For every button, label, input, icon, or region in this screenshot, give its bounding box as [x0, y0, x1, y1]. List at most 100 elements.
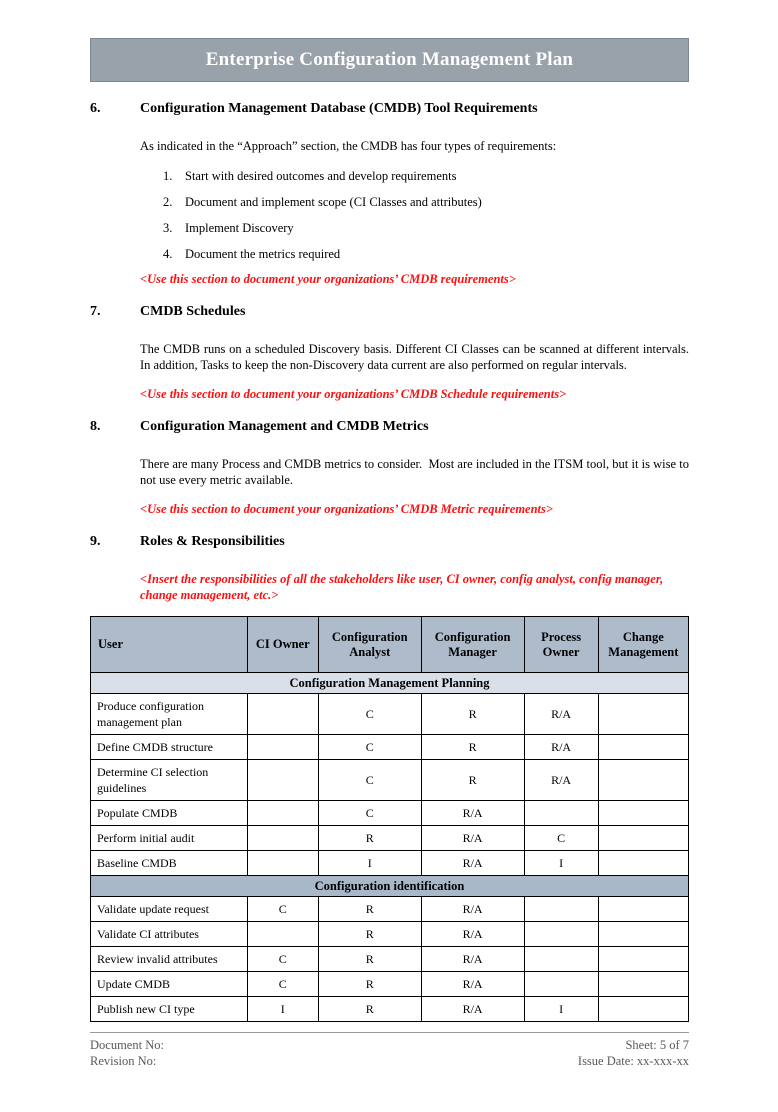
- raci-value-cell: [523, 971, 599, 997]
- table-row: Publish new CI type I R R/A I: [90, 996, 690, 1022]
- section-7-paragraph: The CMDB runs on a scheduled Discovery b…: [140, 342, 689, 372]
- section-6: 6. Configuration Management Database (CM…: [90, 101, 689, 287]
- section-7-body: The CMDB runs on a scheduled Discovery b…: [90, 341, 689, 402]
- section-8: 8. Configuration Management and CMDB Met…: [90, 419, 689, 517]
- section-8-body: There are many Process and CMDB metrics …: [90, 456, 689, 517]
- table-band-row: Configuration Management Planning: [90, 672, 689, 694]
- raci-value-cell: C: [523, 825, 599, 851]
- column-header-change-management: Change Management: [597, 616, 690, 673]
- raci-value-cell: [246, 850, 319, 876]
- raci-value-cell: R: [317, 971, 422, 997]
- section-8-paragraph: There are many Process and CMDB metrics …: [140, 457, 689, 487]
- raci-value-cell: [246, 734, 319, 760]
- table-row: Validate update request C R R/A: [90, 896, 690, 922]
- table-band-label: Configuration Management Planning: [90, 672, 689, 694]
- raci-value-cell: R/A: [420, 850, 525, 876]
- raci-value-cell: [246, 921, 319, 947]
- raci-value-cell: C: [317, 759, 422, 801]
- list-item-text: Document and implement scope (CI Classes…: [185, 195, 482, 209]
- raci-value-cell: [597, 800, 690, 826]
- revision-no-label: Revision No:: [90, 1054, 157, 1068]
- raci-value-cell: R: [317, 921, 422, 947]
- section-6-intro: As indicated in the “Approach” section, …: [140, 139, 557, 153]
- raci-value-cell: [523, 896, 599, 922]
- list-item-text: Document the metrics required: [185, 247, 341, 261]
- task-cell: Populate CMDB: [90, 800, 248, 826]
- raci-value-cell: R/A: [420, 996, 525, 1022]
- table-row: Define CMDB structure C R R/A: [90, 734, 690, 760]
- section-title: Roles & Responsibilities: [140, 534, 285, 549]
- section-number: 7.: [90, 304, 101, 319]
- raci-value-cell: R: [420, 759, 525, 801]
- document-title: Enterprise Configuration Management Plan: [205, 49, 574, 70]
- raci-value-cell: [523, 946, 599, 972]
- raci-value-cell: [597, 825, 690, 851]
- raci-value-cell: [246, 825, 319, 851]
- column-header-ci-owner: CI Owner: [246, 616, 319, 673]
- raci-value-cell: I: [317, 850, 422, 876]
- table-row: Determine CI selection guidelines C R R/A: [90, 759, 690, 801]
- raci-value-cell: R: [420, 734, 525, 760]
- section-number: 8.: [90, 419, 101, 434]
- list-item: 2. Document and implement scope (CI Class…: [163, 193, 689, 211]
- column-header-user: User: [90, 616, 248, 673]
- raci-value-cell: C: [246, 971, 319, 997]
- raci-value-cell: [246, 759, 319, 801]
- raci-value-cell: [597, 921, 690, 947]
- table-row: Perform initial audit R R/A C: [90, 825, 690, 851]
- section-6-body: As indicated in the “Approach” section, …: [90, 138, 689, 287]
- section-9-heading: 9. Roles & Responsibilities: [90, 534, 689, 550]
- task-cell: Define CMDB structure: [90, 734, 248, 760]
- raci-value-cell: I: [523, 996, 599, 1022]
- raci-value-cell: C: [317, 734, 422, 760]
- document-title-banner: Enterprise Configuration Management Plan: [90, 38, 689, 82]
- raci-value-cell: [597, 896, 690, 922]
- raci-value-cell: R/A: [420, 896, 525, 922]
- task-cell: Publish new CI type: [90, 996, 248, 1022]
- raci-value-cell: R/A: [420, 825, 525, 851]
- raci-value-cell: R: [317, 996, 422, 1022]
- section-6-heading: 6. Configuration Management Database (CM…: [90, 101, 689, 117]
- document-no-label: Document No:: [90, 1038, 164, 1052]
- table-band-label: Configuration identification: [90, 875, 689, 897]
- table-row: Review invalid attributes C R R/A: [90, 946, 690, 972]
- section-7: 7. CMDB Schedules The CMDB runs on a sch…: [90, 304, 689, 402]
- list-item: 4. Document the metrics required: [163, 245, 689, 263]
- task-cell: Determine CI selection guidelines: [90, 759, 248, 801]
- raci-value-cell: [597, 759, 690, 801]
- task-cell: Baseline CMDB: [90, 850, 248, 876]
- raci-value-cell: R: [317, 896, 422, 922]
- raci-value-cell: R: [317, 946, 422, 972]
- raci-value-cell: [523, 800, 599, 826]
- task-cell: Perform initial audit: [90, 825, 248, 851]
- page-footer: Document No: Revision No: Sheet: 5 of 7 …: [90, 1032, 689, 1069]
- list-item-text: Start with desired outcomes and develop …: [185, 169, 457, 183]
- sheet-number: Sheet: 5 of 7: [625, 1038, 689, 1052]
- list-item: 1. Start with desired outcomes and develo…: [163, 167, 689, 185]
- raci-value-cell: C: [246, 946, 319, 972]
- placeholder-note: <Use this section to document your organ…: [140, 387, 567, 401]
- table-band-row: Configuration identification: [90, 875, 689, 897]
- raci-value-cell: [246, 693, 319, 735]
- section-9-body: <Insert the responsibilities of all the …: [90, 571, 689, 603]
- raci-value-cell: [597, 996, 690, 1022]
- raci-value-cell: C: [317, 800, 422, 826]
- raci-value-cell: [597, 734, 690, 760]
- list-item-number: 3.: [163, 221, 173, 235]
- column-header-process-owner: Process Owner: [523, 616, 599, 673]
- table-row: Validate CI attributes R R/A: [90, 921, 690, 947]
- section-number: 6.: [90, 101, 101, 116]
- raci-value-cell: I: [523, 850, 599, 876]
- raci-value-cell: [246, 800, 319, 826]
- task-cell: Update CMDB: [90, 971, 248, 997]
- task-cell: Validate CI attributes: [90, 921, 248, 947]
- list-item-text: Implement Discovery: [185, 221, 294, 235]
- raci-value-cell: [597, 971, 690, 997]
- table-row: Update CMDB C R R/A: [90, 971, 690, 997]
- raci-value-cell: R/A: [523, 759, 599, 801]
- table-header-row: User CI Owner Configuration Analyst Conf…: [90, 616, 690, 673]
- section-title: Configuration Management and CMDB Metric…: [140, 419, 429, 434]
- footer-left: Document No: Revision No:: [90, 1037, 164, 1069]
- table-row: Populate CMDB C R/A: [90, 800, 690, 826]
